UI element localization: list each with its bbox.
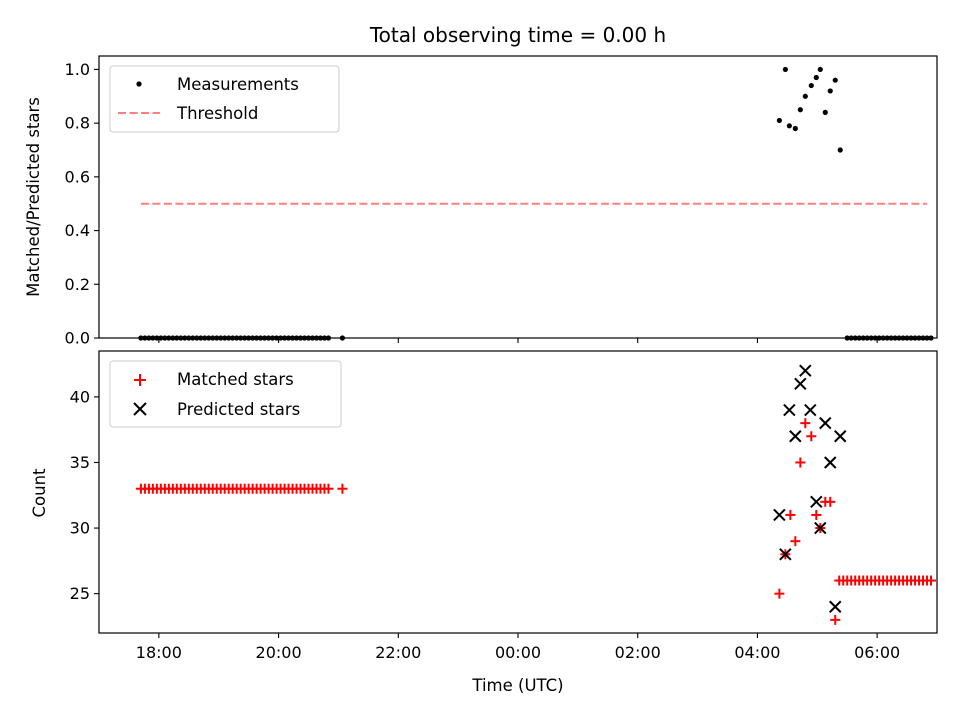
top-y-tick-label-3: 0.6 (65, 167, 90, 186)
legend-matched-label: Matched stars (177, 370, 294, 389)
legend-predicted-label: Predicted stars (177, 400, 300, 419)
top-y-tick-label-2: 0.4 (65, 221, 90, 240)
matched-stars-point-59 (825, 496, 836, 507)
top-x-ticks (158, 338, 878, 343)
matched-stars-point-56 (811, 509, 822, 520)
matched-stars-point-51 (785, 509, 796, 520)
matched-stars-point-48 (337, 483, 348, 494)
bottom-y-tick-label-1: 30 (70, 519, 90, 538)
matched-stars-point-49 (774, 588, 785, 599)
measurements-point-51 (786, 123, 792, 129)
matched-stars-point-52 (790, 536, 801, 547)
top-y-tick-label-5: 1.0 (65, 60, 90, 79)
bottom-x-ticks: 18:00 20:00 22:00 00:00 02:00 04:00 06:00 (136, 633, 900, 662)
predicted-stars-point-8 (814, 521, 827, 535)
predicted-stars-point-11 (829, 600, 842, 613)
matched-stars-point-53 (795, 457, 806, 468)
legend-measurements-label: Measurements (177, 75, 299, 94)
measurements-point-60 (832, 77, 838, 83)
bottom-panel: 25 30 35 40 18:00 20:00 22:00 00:00 02:00 04:00 0… (30, 350, 938, 695)
top-panel: 0.0 0.2 0.4 0.6 0.8 1.0 Matched/Predicted sta… (24, 55, 938, 348)
legend-threshold-label: Threshold (176, 104, 258, 123)
measurements-point-50 (782, 66, 788, 73)
measurements-point-55 (808, 82, 814, 89)
matched-stars-point-54 (800, 418, 811, 429)
measurements-point-54 (802, 93, 808, 99)
bottom-y-ticks: 25 30 35 40 (70, 387, 99, 603)
top-y-axis-label: Matched/Predicted stars (24, 97, 43, 297)
bottom-x-tick-label-0: 18:00 (136, 643, 182, 662)
legend-predicted-marker (133, 402, 147, 416)
top-y-tick-label-4: 0.8 (65, 114, 90, 133)
predicted-stars-point-5 (799, 364, 812, 377)
bottom-y-axis-label: Count (30, 468, 49, 518)
measurements-point-57 (817, 66, 823, 73)
bottom-legend-box (109, 360, 342, 428)
legend-matched-marker (134, 374, 146, 386)
bottom-y-tick-label-0: 25 (70, 584, 90, 603)
matched-stars-point-60 (830, 614, 841, 625)
predicted-stars-point-1 (779, 548, 792, 561)
bottom-x-tick-label-2: 22:00 (375, 643, 421, 662)
bottom-x-tick-label-4: 02:00 (615, 643, 661, 662)
bottom-x-tick-label-3: 00:00 (495, 643, 541, 662)
predicted-stars-point-3 (789, 430, 802, 443)
measurements-point-49 (776, 117, 782, 124)
matched-stars-point-55 (806, 431, 817, 442)
bottom-plot-area (135, 364, 937, 625)
measurements-point-56 (813, 74, 819, 81)
measurements-point-61 (837, 147, 843, 153)
bottom-x-tick-label-1: 20:00 (256, 643, 302, 662)
predicted-stars-point-2 (783, 403, 796, 417)
top-legend: Measurements Threshold (109, 65, 340, 133)
top-y-ticks: 0.0 0.2 0.4 0.6 0.8 1.0 (65, 60, 99, 348)
top-legend-box (109, 65, 340, 133)
x-axis-label: Time (UTC) (471, 676, 563, 695)
predicted-stars-point-7 (810, 495, 823, 509)
predicted-stars-point-12 (834, 430, 847, 443)
top-y-tick-label-1: 0.2 (65, 275, 90, 294)
legend-measurements-marker (136, 81, 142, 87)
top-y-tick-label-0: 0.0 (65, 329, 90, 348)
matched-stars-point-47 (323, 483, 334, 494)
bottom-x-tick-label-6: 06:00 (854, 643, 900, 662)
bottom-y-tick-label-2: 35 (70, 453, 90, 472)
measurements-point-52 (792, 125, 798, 132)
bottom-y-tick-label-3: 40 (70, 387, 90, 406)
predicted-stars-point-0 (773, 508, 786, 522)
measurements-point-58 (822, 109, 828, 115)
predicted-stars-point-4 (794, 377, 807, 390)
bottom-legend: Matched stars Predicted stars (109, 360, 342, 428)
top-plot-area (138, 66, 934, 341)
measurements-point-53 (797, 107, 803, 113)
matched-stars-point-84 (926, 575, 937, 586)
predicted-stars-point-10 (824, 456, 837, 469)
predicted-stars-point-9 (819, 416, 832, 430)
bottom-x-tick-label-5: 04:00 (734, 643, 780, 662)
measurements-point-59 (827, 88, 833, 94)
predicted-stars-point-6 (804, 403, 817, 417)
chart-title: Total observing time = 0.00 h (369, 23, 666, 47)
